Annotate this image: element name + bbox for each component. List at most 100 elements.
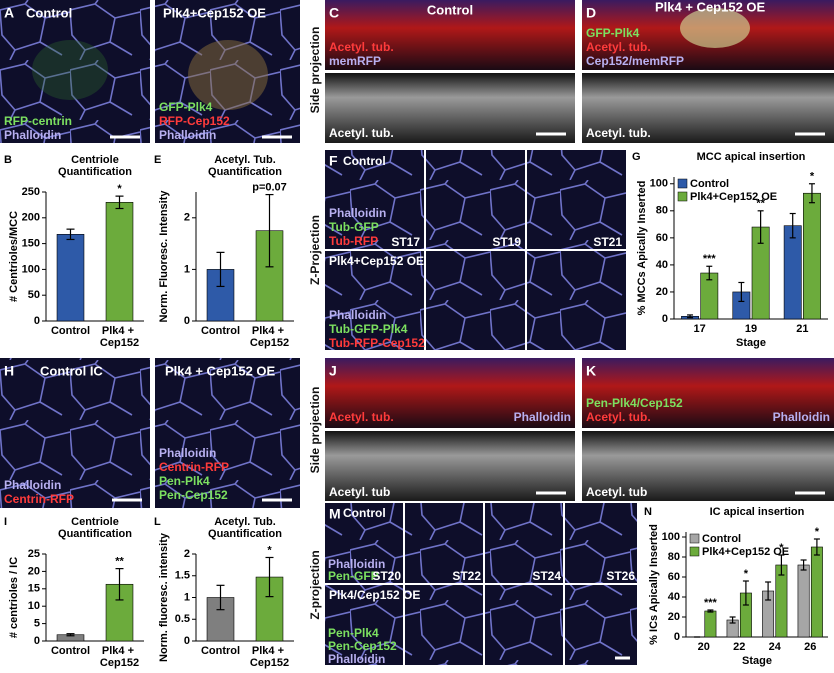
- image-title: Plk4+Cep152 OE: [163, 5, 266, 20]
- image-title: Plk4 + Cep152 OE: [655, 0, 766, 14]
- image-title: Plk4+Cep152 OE: [329, 254, 424, 268]
- y-tick-label: 2: [184, 212, 190, 224]
- image-label: Acetyl. tub.: [329, 40, 394, 54]
- micrograph: [426, 251, 525, 350]
- image-title: Control: [343, 154, 386, 168]
- image-label: Acetyl. tub: [329, 485, 390, 499]
- annotation: **: [115, 556, 124, 568]
- y-tick-label: 80: [668, 551, 680, 563]
- chart-title: Acetyl. Tub.: [214, 154, 276, 166]
- x-axis-label: Stage: [742, 655, 772, 667]
- panel-letter: J: [329, 363, 337, 379]
- y-tick-label: 25: [28, 548, 40, 560]
- y-tick-label: 0: [184, 635, 190, 647]
- micrograph: [155, 358, 300, 508]
- error-bar: [808, 183, 815, 204]
- bar: [783, 225, 802, 320]
- annotation: *: [815, 526, 820, 538]
- chart-title: Quantification: [58, 528, 132, 540]
- x-tick-label: 17: [694, 323, 706, 335]
- y-tick-label: 40: [668, 591, 680, 603]
- error-bar: [706, 265, 713, 281]
- image-label: Phalloidin: [328, 652, 385, 666]
- y-tick-label: 50: [28, 289, 40, 301]
- y-tick-label: 0: [34, 315, 40, 327]
- panel-letter: B: [4, 154, 12, 166]
- micrograph: [325, 358, 575, 428]
- x-tick-label: Control: [51, 325, 90, 337]
- legend-label: Plk4+Cep152 OE: [702, 546, 789, 558]
- legend-label: Control: [702, 533, 741, 545]
- y-axis-label: % ICs Apically Inserted: [648, 524, 660, 645]
- label-line: Cep152: [250, 337, 289, 349]
- chart-title: Centriole: [71, 154, 119, 166]
- y-axis-label: # Centrioles/MCC: [8, 211, 20, 302]
- image-title: Control: [427, 2, 473, 17]
- x-tick-label: Control: [201, 325, 240, 337]
- y-tick-label: 80: [656, 205, 668, 217]
- chart-title: Centriole: [71, 516, 119, 528]
- image-label: Pen-Cep152: [159, 488, 228, 502]
- micrograph: [582, 431, 834, 501]
- panel-letter: D: [586, 5, 596, 21]
- micrograph: [485, 503, 563, 583]
- panel-letter: H: [4, 363, 14, 379]
- panel-letter: M: [329, 506, 341, 522]
- micrograph: [325, 0, 575, 70]
- chart-title: IC apical insertion: [710, 506, 805, 518]
- image-label: GFP-Plk4: [159, 100, 213, 114]
- y-tick-label: 1.5: [175, 570, 190, 582]
- legend-label: Plk4+Cep152 OE: [690, 191, 777, 203]
- error-bar: [729, 616, 736, 624]
- cell-signal: [188, 40, 268, 110]
- bar: [704, 610, 717, 638]
- y-tick-label: 20: [656, 286, 668, 298]
- image-title: Plk4 + Cep152 OE: [165, 363, 276, 378]
- side-label: Side projection: [308, 27, 322, 114]
- y-tick-label: 20: [28, 565, 40, 577]
- micrograph: [325, 503, 403, 583]
- y-tick-label: 150: [22, 238, 40, 250]
- image-label: Pen-Cep152: [328, 639, 397, 653]
- x-tick-label: Plk4 + Cep152: [250, 645, 289, 669]
- image-label: Pen-Plk4: [328, 626, 379, 640]
- micrograph: [565, 503, 637, 583]
- chart-title: Quantification: [58, 166, 132, 178]
- x-axis-label: Stage: [736, 337, 766, 349]
- image-label: memRFP: [329, 54, 381, 68]
- image-label: Centrin-RFP: [159, 460, 229, 474]
- image-label: Phalloidin: [4, 128, 61, 142]
- image-label: Centrin-RFP: [4, 492, 74, 506]
- image-label: Tub-GFP-Plk4: [329, 322, 408, 336]
- image-label: Phalloidin: [4, 478, 61, 492]
- micrograph: [565, 585, 637, 665]
- panel-letter: G: [632, 151, 641, 163]
- image-label: Phalloidin: [159, 128, 216, 142]
- legend-swatch: [689, 533, 700, 544]
- micrograph: [325, 150, 424, 249]
- image-label: Acetyl. tub.: [586, 126, 651, 140]
- y-tick-label: 0: [674, 631, 680, 643]
- error-bar: [757, 210, 764, 244]
- image-title: Control: [343, 506, 386, 520]
- bar: [797, 564, 810, 638]
- y-axis-label: % MCCs Apically Inserted: [636, 181, 648, 316]
- stage-label: ST21: [593, 235, 622, 249]
- micrograph: [527, 150, 626, 249]
- annotation: *: [779, 542, 784, 554]
- y-axis-label: # centrioles / IC: [8, 557, 20, 638]
- image-label: RFP-Cep152: [159, 114, 230, 128]
- micrograph: [582, 73, 834, 143]
- y-tick-label: 250: [22, 186, 40, 198]
- y-tick-label: 0: [34, 635, 40, 647]
- error-bar: [687, 314, 694, 319]
- label-line: Plk4 +: [252, 325, 287, 337]
- image-label: Tub-RFP: [329, 234, 378, 248]
- x-tick-label: 24: [769, 641, 782, 653]
- y-tick-label: 200: [22, 212, 40, 224]
- x-tick-label: Control: [51, 645, 90, 657]
- image-title: Plk4/Cep152 OE: [329, 588, 420, 602]
- panel-letter: C: [329, 5, 339, 21]
- image-label: Phalloidin: [159, 446, 216, 460]
